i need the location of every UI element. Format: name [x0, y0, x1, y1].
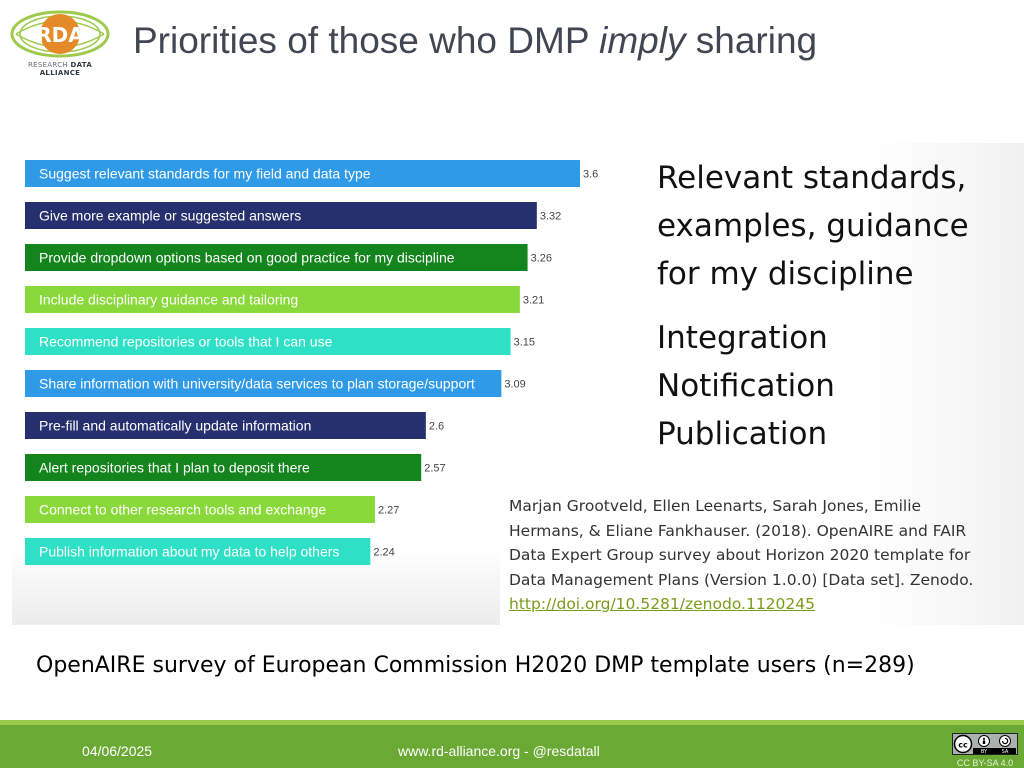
svg-text:BY: BY	[981, 749, 988, 754]
chart-bar	[25, 328, 511, 355]
chart-bar	[25, 370, 502, 397]
citation: Marjan Grootveld, Ellen Leenarts, Sarah …	[509, 494, 1017, 617]
bar-category-label: Pre-fill and automatically update inform…	[39, 418, 311, 434]
bar-value-label: 2.24	[373, 547, 394, 559]
citation-line: Data Management Plans (Version 1.0.0) [D…	[509, 570, 974, 589]
chart-bar	[25, 496, 375, 523]
bar-value-label: 3.26	[531, 253, 552, 265]
point-line: examples, guidance	[657, 208, 969, 244]
point-line: Integration	[657, 320, 828, 356]
rda-logo-mark: RDA	[36, 23, 84, 47]
bar-category-label: Publish information about my data to hel…	[39, 544, 339, 560]
bar-value-label: 2.27	[378, 505, 399, 517]
point-list-integration: Integration Notification Publication	[657, 314, 1017, 458]
citation-line: Data Expert Group survey about Horizon 2…	[509, 546, 971, 564]
point-line: Publication	[657, 416, 828, 452]
chart-bar	[25, 454, 422, 481]
chart-bar	[25, 202, 537, 229]
chart-bar	[25, 160, 580, 187]
bar-category-label: Recommend repositories or tools that I c…	[39, 334, 333, 350]
cc-badge: cc BY SA	[952, 733, 1018, 755]
side-background	[500, 143, 1024, 625]
bar-value-label: 3.6	[583, 169, 598, 181]
rda-logo-text: RESEARCH DATA ALLIANCE	[27, 61, 93, 77]
point-line: Relevant standards,	[657, 160, 967, 196]
cc-sa-icon	[999, 735, 1011, 747]
bar-value-label: 3.21	[523, 295, 544, 307]
bar-category-label: Include disciplinary guidance and tailor…	[39, 292, 298, 308]
bar-chart: Suggest relevant standards for my field …	[25, 160, 598, 565]
bar-value-label: 3.15	[514, 337, 535, 349]
rda-logo-icon: RDA	[10, 10, 110, 58]
bar-category-label: Provide dropdown options based on good p…	[39, 250, 455, 266]
bar-category-label: Give more example or suggested answers	[39, 208, 301, 224]
survey-caption: OpenAIRE survey of European Commission H…	[36, 653, 915, 678]
license-text: CC BY-SA 4.0	[956, 758, 1014, 768]
footer-site: www.rd-alliance.org - @resdatall	[398, 743, 600, 759]
chart-bar	[25, 412, 426, 439]
citation-line: Hermans, & Eliane Fankhauser. (2018). Op…	[509, 521, 967, 540]
point-line: for my discipline	[657, 256, 914, 292]
title-emphasis: imply	[599, 20, 686, 61]
bar-value-label: 3.09	[504, 379, 525, 391]
chart-bar	[25, 286, 520, 313]
point-line: Notification	[657, 368, 835, 404]
bar-category-label: Share information with university/data s…	[39, 376, 475, 392]
bar-category-label: Connect to other research tools and exch…	[39, 502, 326, 518]
chart-bar	[25, 244, 528, 271]
svg-text:cc: cc	[958, 741, 968, 750]
svg-text:SA: SA	[1002, 749, 1009, 754]
point-list-priorities: Relevant standards, examples, guidance f…	[657, 154, 1017, 298]
bar-category-label: Suggest relevant standards for my field …	[39, 166, 371, 182]
bar-value-label: 2.57	[424, 463, 445, 475]
bar-value-label: 2.6	[429, 421, 444, 433]
footer-date: 04/06/2025	[82, 743, 153, 759]
footer-bar: 04/06/2025 www.rd-alliance.org - @resdat…	[0, 720, 1024, 768]
bar-value-label: 3.32	[540, 211, 561, 223]
citation-line: Marjan Grootveld, Ellen Leenarts, Sarah …	[509, 497, 922, 515]
chart-bar	[25, 538, 371, 565]
slide-title: Priorities of those who DMP imply sharin…	[133, 20, 818, 61]
bar-category-label: Alert repositories that I plan to deposi…	[39, 460, 310, 476]
doi-link[interactable]: http://doi.org/10.5281/zenodo.1120245	[509, 595, 815, 613]
rda-logo: RDA RESEARCH DATA ALLIANCE	[8, 10, 112, 77]
cc-license-icon: cc BY SA CC BY-SA 4.0	[952, 733, 1018, 771]
